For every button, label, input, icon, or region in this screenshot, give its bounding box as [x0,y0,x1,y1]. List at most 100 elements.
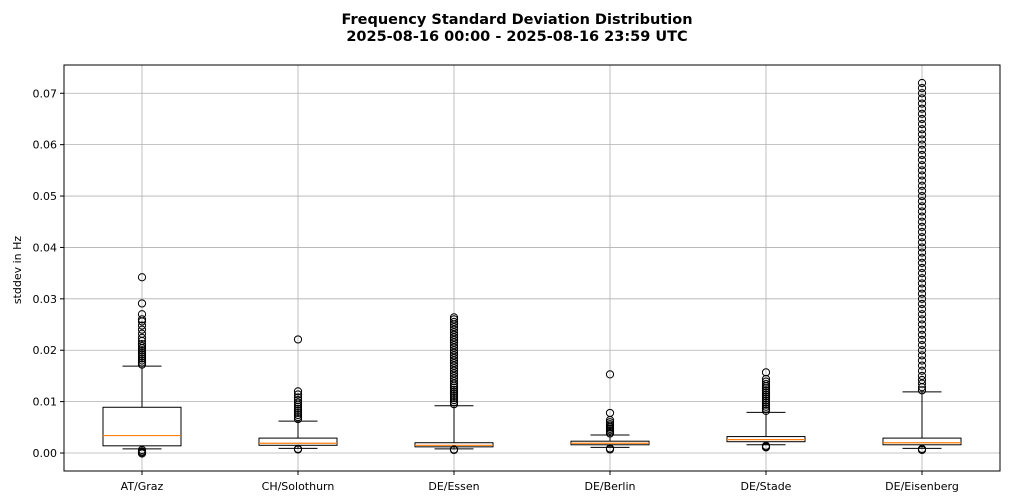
outlier-point [449,346,459,355]
outlier-point [449,351,459,360]
outlier-point [917,310,927,319]
outlier-point [449,387,459,396]
outlier-point [761,384,771,393]
y-tick-label: 0.02 [33,344,58,357]
outlier-point [137,348,147,357]
outlier-point [449,333,459,342]
outlier-point [293,387,303,396]
outlier-point [917,346,927,355]
outlier-point [605,370,615,379]
outlier-point [293,412,303,422]
outlier-point [917,145,927,154]
outlier-point [917,325,927,334]
outlier-point [761,392,771,401]
outlier-point [293,414,303,424]
y-tick-label: 0.03 [33,293,58,306]
outlier-point [449,330,459,339]
y-tick-label: 0.05 [33,190,58,203]
outlier-point [137,321,147,330]
outlier-point [449,317,459,327]
outlier-point [917,315,927,324]
outlier-point [449,325,459,334]
x-tick-label: CH/Solothurn [262,480,335,493]
outlier-point [917,299,927,309]
outlier-point [917,109,927,118]
box-iqr [258,437,338,446]
outlier-point [449,348,459,357]
outlier-point [449,353,459,363]
outlier-point [449,374,459,383]
outlier-point [917,253,927,262]
outlier-point [917,284,927,293]
box-group [726,368,806,452]
outlier-point [917,89,927,98]
outlier-point [917,140,927,149]
outlier-point [917,130,927,139]
outlier-point [917,335,927,345]
outlier-point [137,360,147,369]
outlier-point [293,410,303,420]
outlier-point [917,150,927,160]
box-group [570,370,650,454]
outlier-point [917,197,927,206]
outlier-point [917,222,927,231]
outlier-point [137,299,147,308]
outlier-point [137,310,147,319]
outlier-point [917,171,927,180]
outlier-point [917,238,927,247]
outlier-point [917,78,927,88]
outlier-point [917,191,927,201]
outlier-point [761,443,771,452]
outlier-point [917,135,927,144]
outlier-point [917,263,927,273]
outlier-point [293,408,303,418]
outlier-point [605,445,615,454]
outlier-point [917,289,927,298]
box-group [882,78,962,455]
outlier-point [917,330,927,339]
outlier-point [761,400,771,409]
outlier-point [761,388,771,397]
outlier-point [917,94,927,103]
outlier-point [293,402,303,411]
outlier-point [449,369,459,378]
outlier-point [293,393,303,402]
outlier-point [293,335,303,344]
outlier-point [137,449,147,458]
outlier-point [605,420,615,429]
outlier-point [137,358,147,367]
outlier-point [917,202,927,211]
box-iqr [882,437,962,446]
outlier-point [917,186,927,196]
outlier-point [917,114,927,124]
outlier-point [449,385,459,394]
outlier-point [449,398,459,407]
chart-title-line2: 2025-08-16 00:00 - 2025-08-16 23:59 UTC [346,29,687,45]
outlier-point [449,340,459,350]
y-tick-label: 0.04 [33,241,58,254]
outlier-point [761,368,771,377]
outlier-point [917,125,927,134]
outlier-point [761,380,771,389]
outlier-point [917,305,927,314]
outlier-point [449,395,459,405]
outlier-point [917,274,927,283]
x-tick-label: DE/Berlin [584,480,635,493]
outlier-point [917,207,927,216]
outlier-point [917,371,927,381]
outlier-point [917,386,927,395]
outlier-point [917,233,927,242]
outlier-point [917,84,927,93]
y-tick-label: 0.00 [33,447,58,460]
axis-layer: 0.00 0.01 0.02 0.03 0.04 0.05 0.06 0.07 AT/Graz C… [33,64,1001,493]
outlier-point [761,377,771,386]
outlier-point [137,325,147,334]
outlier-point [449,356,459,365]
box-group [258,335,338,454]
box-group [414,313,494,455]
box-layer [102,78,962,458]
outlier-point [917,366,927,375]
outlier-point [917,379,927,388]
y-axis-label: stddev in Hz [11,236,24,305]
outlier-point [761,404,771,413]
